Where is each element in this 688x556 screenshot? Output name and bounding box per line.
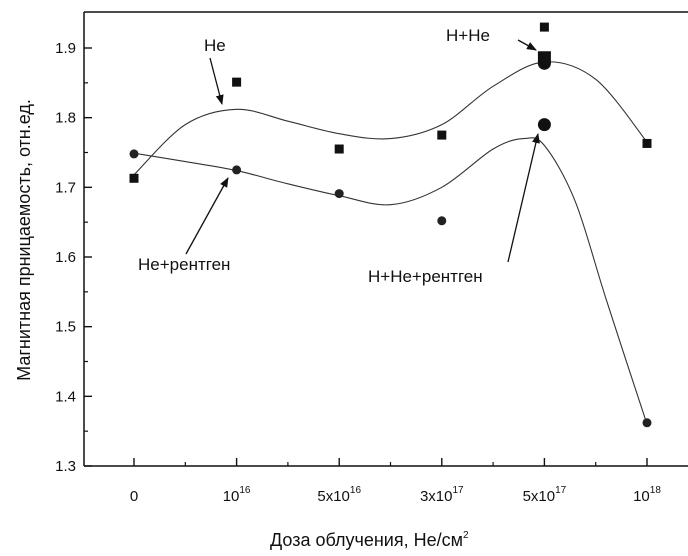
x-tick-label: 1016 — [223, 485, 251, 505]
data-point-circle — [642, 418, 652, 428]
arrow-h-he — [517, 39, 537, 51]
y-tick-label: 1.3 — [55, 458, 76, 475]
data-point-circle — [232, 165, 242, 175]
annotations: He H+He He+рентген H+He+рентген — [138, 26, 540, 286]
data-point-square — [232, 77, 242, 87]
x-tick-label-base: 5x10 — [523, 488, 556, 505]
x-tick-label-base: 5x10 — [317, 488, 350, 505]
y-axis-ticks: 1.3 1.4 1.5 1.6 1.7 1.8 1.9 — [55, 40, 92, 475]
x-tick-label-sup: 16 — [350, 485, 362, 496]
x-tick-label: 3x1017 — [420, 485, 464, 505]
annotation-he: He — [204, 36, 226, 55]
y-tick-label: 1.9 — [55, 40, 76, 57]
data-point-circle — [437, 216, 447, 226]
arrow-he — [209, 57, 224, 105]
annotation-he-xray: He+рентген — [138, 255, 230, 274]
annotation-h-he: H+He — [446, 26, 490, 45]
y-tick-label: 1.4 — [55, 388, 76, 405]
fit-curves — [133, 61, 648, 425]
annotation-h-he-xray: H+He+рентген — [368, 267, 483, 286]
data-points — [129, 22, 652, 428]
x-axis-title: Доза облучения, He/см2 — [270, 530, 469, 550]
x-tick-label: 1018 — [633, 485, 661, 505]
x-tick-label: 5x1016 — [317, 485, 361, 505]
data-point-circle-large — [537, 118, 551, 132]
x-tick-label: 0 — [130, 488, 138, 505]
x-tick-label-base: 0 — [130, 488, 138, 505]
x-axis-title-text: Доза облучения, He/см — [270, 530, 463, 550]
x-tick-label-sup: 17 — [555, 485, 567, 496]
data-point-square — [334, 144, 344, 154]
data-point-square — [642, 138, 652, 148]
data-point-circle — [334, 189, 344, 199]
data-point-square — [539, 22, 549, 32]
data-point-circle — [129, 149, 139, 159]
data-point-circle-large — [537, 56, 551, 70]
y-axis-title: Магнитная прницаемость, отн.ед. — [14, 99, 34, 381]
arrow-h-he-xray — [507, 133, 540, 263]
x-tick-label: 5x1017 — [523, 485, 567, 505]
arrow-he-xray — [185, 177, 229, 255]
data-point-square — [437, 130, 447, 140]
x-tick-label-sup: 16 — [239, 485, 251, 496]
data-point-square — [129, 173, 139, 183]
x-axis-ticks: 0 1016 5x1016 3x1017 5x1017 1018 — [130, 458, 661, 505]
x-tick-label-base: 10 — [633, 488, 650, 505]
y-tick-label: 1.7 — [55, 179, 76, 196]
y-tick-label: 1.6 — [55, 249, 76, 266]
x-tick-label-base: 10 — [223, 488, 240, 505]
y-tick-label: 1.8 — [55, 110, 76, 127]
x-tick-label-base: 3x10 — [420, 488, 453, 505]
y-tick-label: 1.5 — [55, 319, 76, 336]
x-axis-title-sup: 2 — [463, 530, 469, 541]
x-tick-label-sup: 18 — [650, 485, 662, 496]
x-tick-label-sup: 17 — [453, 485, 465, 496]
fit-curve — [133, 61, 648, 176]
